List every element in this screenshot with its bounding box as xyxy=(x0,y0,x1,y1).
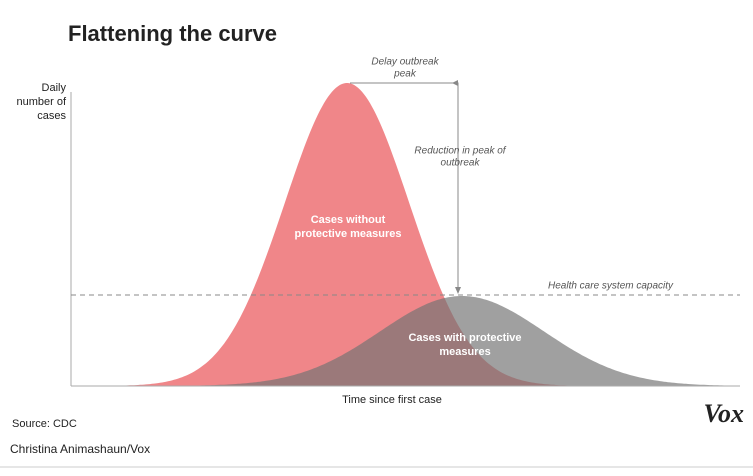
y-axis-label: cases xyxy=(37,110,66,122)
y-axis-label: Daily xyxy=(42,82,67,94)
curve-without-measures xyxy=(72,83,640,386)
arrowhead xyxy=(452,80,458,86)
source: Source: CDC xyxy=(12,418,77,430)
annotation: peak xyxy=(393,69,417,80)
logo: Vox xyxy=(704,399,744,428)
title: Flattening the curve xyxy=(68,21,277,46)
curve-label: Cases with protective xyxy=(408,332,521,344)
annotation: Delay outbreak xyxy=(371,57,439,68)
annotation: Reduction in peak of xyxy=(414,146,506,157)
curve-label: measures xyxy=(439,346,490,358)
x-axis-label: Time since first case xyxy=(342,394,442,406)
arrowhead xyxy=(455,287,461,294)
curve-label: protective measures xyxy=(295,228,402,240)
y-axis-label: number of xyxy=(16,96,66,108)
capacity-label: Health care system capacity xyxy=(548,281,674,292)
annotation: outbreak xyxy=(441,158,481,169)
credit: Christina Animashaun/Vox xyxy=(10,442,150,456)
curve-with-measures xyxy=(110,296,738,386)
curve-label: Cases without xyxy=(311,214,386,226)
